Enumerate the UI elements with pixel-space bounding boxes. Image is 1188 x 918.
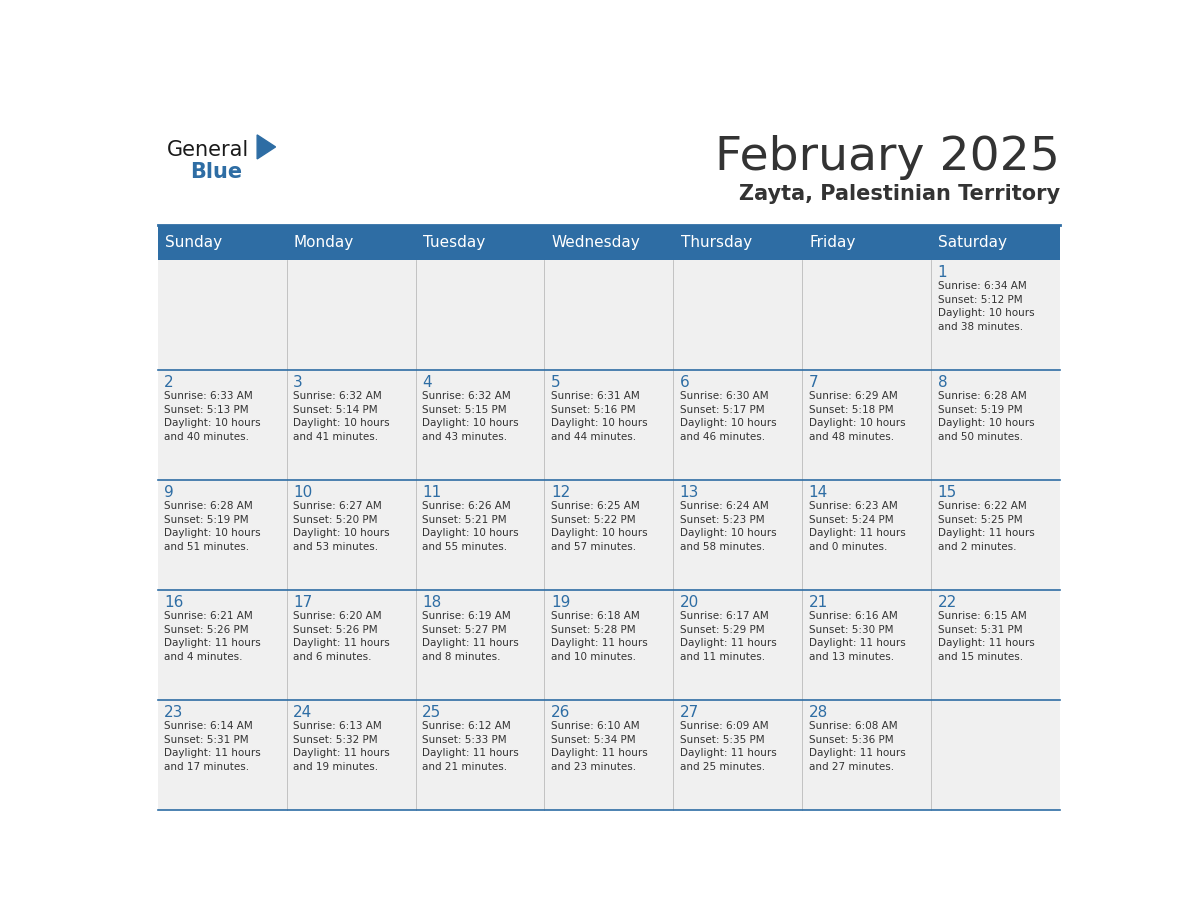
Text: Sunday: Sunday	[165, 235, 222, 250]
Text: Sunrise: 6:18 AM
Sunset: 5:28 PM
Daylight: 11 hours
and 10 minutes.: Sunrise: 6:18 AM Sunset: 5:28 PM Dayligh…	[551, 611, 647, 662]
Text: Sunrise: 6:31 AM
Sunset: 5:16 PM
Daylight: 10 hours
and 44 minutes.: Sunrise: 6:31 AM Sunset: 5:16 PM Dayligh…	[551, 391, 647, 442]
Text: 9: 9	[164, 485, 173, 500]
Text: 25: 25	[422, 705, 441, 720]
Text: Sunrise: 6:08 AM
Sunset: 5:36 PM
Daylight: 11 hours
and 27 minutes.: Sunrise: 6:08 AM Sunset: 5:36 PM Dayligh…	[809, 722, 905, 772]
Text: 22: 22	[937, 595, 956, 610]
Text: Zayta, Palestinian Territory: Zayta, Palestinian Territory	[739, 185, 1060, 205]
Bar	[158, 225, 1060, 260]
Text: 14: 14	[809, 485, 828, 500]
Text: Sunrise: 6:21 AM
Sunset: 5:26 PM
Daylight: 11 hours
and 4 minutes.: Sunrise: 6:21 AM Sunset: 5:26 PM Dayligh…	[164, 611, 261, 662]
Text: Sunrise: 6:26 AM
Sunset: 5:21 PM
Daylight: 10 hours
and 55 minutes.: Sunrise: 6:26 AM Sunset: 5:21 PM Dayligh…	[422, 501, 519, 552]
Text: 1: 1	[937, 265, 947, 280]
Text: 24: 24	[293, 705, 312, 720]
Text: 8: 8	[937, 375, 947, 390]
Text: Sunrise: 6:30 AM
Sunset: 5:17 PM
Daylight: 10 hours
and 46 minutes.: Sunrise: 6:30 AM Sunset: 5:17 PM Dayligh…	[680, 391, 777, 442]
Bar	[158, 700, 1060, 810]
Text: Sunrise: 6:10 AM
Sunset: 5:34 PM
Daylight: 11 hours
and 23 minutes.: Sunrise: 6:10 AM Sunset: 5:34 PM Dayligh…	[551, 722, 647, 772]
Text: 26: 26	[551, 705, 570, 720]
Text: Thursday: Thursday	[681, 235, 752, 250]
Text: 3: 3	[293, 375, 303, 390]
Text: 23: 23	[164, 705, 183, 720]
Text: 5: 5	[551, 375, 561, 390]
Text: Blue: Blue	[190, 162, 242, 183]
Text: Saturday: Saturday	[939, 235, 1007, 250]
Text: Monday: Monday	[293, 235, 354, 250]
Text: Sunrise: 6:12 AM
Sunset: 5:33 PM
Daylight: 11 hours
and 21 minutes.: Sunrise: 6:12 AM Sunset: 5:33 PM Dayligh…	[422, 722, 519, 772]
Text: 18: 18	[422, 595, 441, 610]
Text: General: General	[166, 140, 249, 160]
Text: Sunrise: 6:29 AM
Sunset: 5:18 PM
Daylight: 10 hours
and 48 minutes.: Sunrise: 6:29 AM Sunset: 5:18 PM Dayligh…	[809, 391, 905, 442]
Polygon shape	[257, 135, 276, 159]
Text: Sunrise: 6:19 AM
Sunset: 5:27 PM
Daylight: 11 hours
and 8 minutes.: Sunrise: 6:19 AM Sunset: 5:27 PM Dayligh…	[422, 611, 519, 662]
Text: 11: 11	[422, 485, 441, 500]
Text: Sunrise: 6:23 AM
Sunset: 5:24 PM
Daylight: 11 hours
and 0 minutes.: Sunrise: 6:23 AM Sunset: 5:24 PM Dayligh…	[809, 501, 905, 552]
Text: Sunrise: 6:27 AM
Sunset: 5:20 PM
Daylight: 10 hours
and 53 minutes.: Sunrise: 6:27 AM Sunset: 5:20 PM Dayligh…	[293, 501, 390, 552]
Text: Sunrise: 6:15 AM
Sunset: 5:31 PM
Daylight: 11 hours
and 15 minutes.: Sunrise: 6:15 AM Sunset: 5:31 PM Dayligh…	[937, 611, 1035, 662]
Text: 7: 7	[809, 375, 819, 390]
Text: 2: 2	[164, 375, 173, 390]
Text: Sunrise: 6:32 AM
Sunset: 5:14 PM
Daylight: 10 hours
and 41 minutes.: Sunrise: 6:32 AM Sunset: 5:14 PM Dayligh…	[293, 391, 390, 442]
Text: 4: 4	[422, 375, 431, 390]
Text: 20: 20	[680, 595, 699, 610]
Text: Sunrise: 6:14 AM
Sunset: 5:31 PM
Daylight: 11 hours
and 17 minutes.: Sunrise: 6:14 AM Sunset: 5:31 PM Dayligh…	[164, 722, 261, 772]
Text: Sunrise: 6:22 AM
Sunset: 5:25 PM
Daylight: 11 hours
and 2 minutes.: Sunrise: 6:22 AM Sunset: 5:25 PM Dayligh…	[937, 501, 1035, 552]
Text: Sunrise: 6:25 AM
Sunset: 5:22 PM
Daylight: 10 hours
and 57 minutes.: Sunrise: 6:25 AM Sunset: 5:22 PM Dayligh…	[551, 501, 647, 552]
Text: 21: 21	[809, 595, 828, 610]
Text: 19: 19	[551, 595, 570, 610]
Text: 28: 28	[809, 705, 828, 720]
Text: 10: 10	[293, 485, 312, 500]
Text: Sunrise: 6:20 AM
Sunset: 5:26 PM
Daylight: 11 hours
and 6 minutes.: Sunrise: 6:20 AM Sunset: 5:26 PM Dayligh…	[293, 611, 390, 662]
Bar	[158, 370, 1060, 480]
Text: 6: 6	[680, 375, 689, 390]
Bar	[158, 590, 1060, 700]
Text: 17: 17	[293, 595, 312, 610]
Text: 13: 13	[680, 485, 699, 500]
Text: Sunrise: 6:28 AM
Sunset: 5:19 PM
Daylight: 10 hours
and 50 minutes.: Sunrise: 6:28 AM Sunset: 5:19 PM Dayligh…	[937, 391, 1035, 442]
Text: 12: 12	[551, 485, 570, 500]
Text: Sunrise: 6:33 AM
Sunset: 5:13 PM
Daylight: 10 hours
and 40 minutes.: Sunrise: 6:33 AM Sunset: 5:13 PM Dayligh…	[164, 391, 261, 442]
Bar	[158, 480, 1060, 590]
Text: Sunrise: 6:32 AM
Sunset: 5:15 PM
Daylight: 10 hours
and 43 minutes.: Sunrise: 6:32 AM Sunset: 5:15 PM Dayligh…	[422, 391, 519, 442]
Text: Tuesday: Tuesday	[423, 235, 485, 250]
Text: 15: 15	[937, 485, 956, 500]
Bar	[158, 260, 1060, 370]
Text: 16: 16	[164, 595, 183, 610]
Text: Sunrise: 6:28 AM
Sunset: 5:19 PM
Daylight: 10 hours
and 51 minutes.: Sunrise: 6:28 AM Sunset: 5:19 PM Dayligh…	[164, 501, 261, 552]
Text: Sunrise: 6:34 AM
Sunset: 5:12 PM
Daylight: 10 hours
and 38 minutes.: Sunrise: 6:34 AM Sunset: 5:12 PM Dayligh…	[937, 281, 1035, 332]
Text: Sunrise: 6:17 AM
Sunset: 5:29 PM
Daylight: 11 hours
and 11 minutes.: Sunrise: 6:17 AM Sunset: 5:29 PM Dayligh…	[680, 611, 777, 662]
Text: Friday: Friday	[809, 235, 855, 250]
Text: Sunrise: 6:09 AM
Sunset: 5:35 PM
Daylight: 11 hours
and 25 minutes.: Sunrise: 6:09 AM Sunset: 5:35 PM Dayligh…	[680, 722, 777, 772]
Text: Wednesday: Wednesday	[551, 235, 640, 250]
Text: Sunrise: 6:16 AM
Sunset: 5:30 PM
Daylight: 11 hours
and 13 minutes.: Sunrise: 6:16 AM Sunset: 5:30 PM Dayligh…	[809, 611, 905, 662]
Text: Sunrise: 6:13 AM
Sunset: 5:32 PM
Daylight: 11 hours
and 19 minutes.: Sunrise: 6:13 AM Sunset: 5:32 PM Dayligh…	[293, 722, 390, 772]
Text: Sunrise: 6:24 AM
Sunset: 5:23 PM
Daylight: 10 hours
and 58 minutes.: Sunrise: 6:24 AM Sunset: 5:23 PM Dayligh…	[680, 501, 777, 552]
Text: February 2025: February 2025	[715, 135, 1060, 180]
Text: 27: 27	[680, 705, 699, 720]
